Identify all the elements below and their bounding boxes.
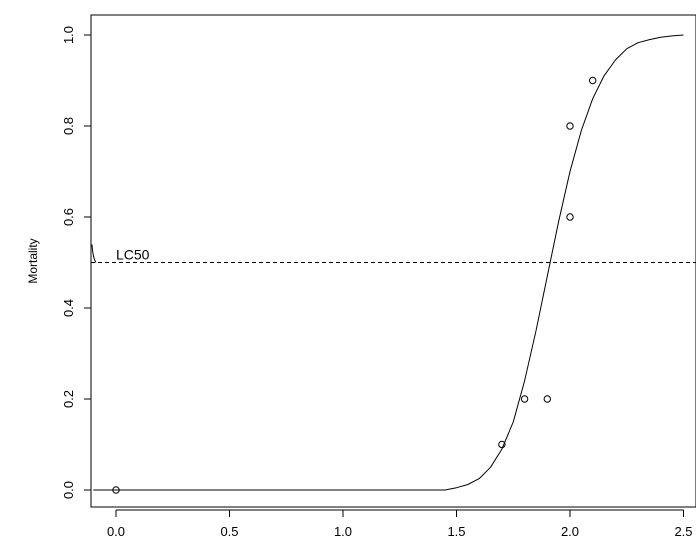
- curve-stub: [91, 244, 97, 263]
- plot-area: LC50: [91, 34, 696, 494]
- plot-frame: [90, 14, 696, 508]
- data-point: [566, 122, 574, 130]
- y-tick-label: 0.0: [61, 481, 76, 499]
- x-tick-label: 1.5: [447, 524, 465, 539]
- y-tick-label: 0.4: [61, 299, 76, 317]
- data-point: [566, 213, 574, 221]
- data-point: [589, 76, 597, 85]
- y-tick-label: 0.8: [61, 117, 76, 135]
- x-tick-label: 0.5: [220, 524, 238, 539]
- x-tick-label: 2.0: [561, 524, 579, 539]
- data-point: [520, 395, 529, 403]
- x-tick-label: 0.0: [107, 524, 125, 539]
- data-point: [543, 395, 551, 403]
- x-axis: 0.0 0.5 1.0 1.5 2.0 2.5: [107, 509, 693, 539]
- y-axis-title: Mortality: [26, 238, 40, 283]
- y-axis: 0.0 0.2 0.4 0.6 0.8 1.0: [61, 26, 92, 499]
- lc50-label: LC50: [116, 247, 150, 263]
- y-tick-label: 0.2: [61, 390, 76, 408]
- data-point: [498, 440, 506, 449]
- x-tick-label: 2.5: [674, 524, 692, 539]
- x-tick-label: 1.0: [334, 524, 352, 539]
- fitted-curve: [93, 34, 684, 491]
- y-tick-label: 0.6: [61, 208, 76, 226]
- y-tick-label: 1.0: [61, 26, 76, 44]
- data-point: [112, 486, 120, 494]
